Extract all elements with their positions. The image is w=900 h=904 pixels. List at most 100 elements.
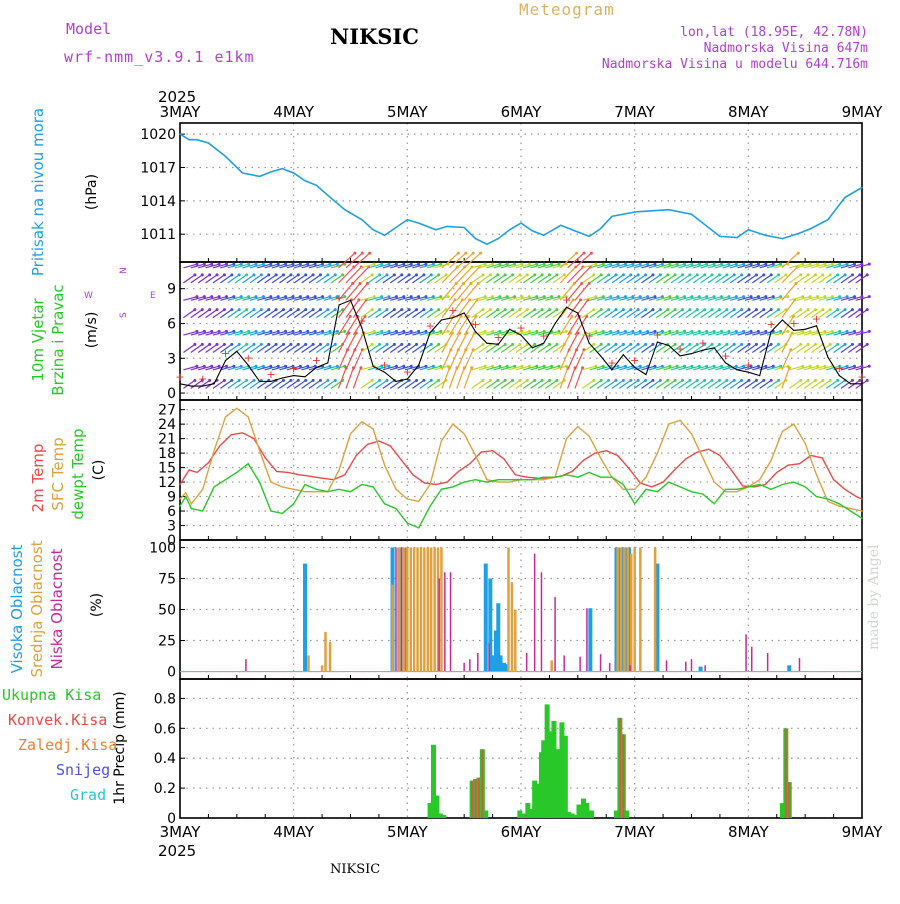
cloud-bar bbox=[400, 547, 403, 672]
wind-arrow-head bbox=[564, 295, 568, 299]
wind-arrow-head bbox=[621, 273, 625, 277]
temp2m-line-point bbox=[832, 479, 835, 481]
pressure-line-point bbox=[196, 139, 198, 141]
cloud-bar bbox=[599, 654, 602, 672]
pressure-line-point bbox=[702, 222, 704, 224]
wind-arrow bbox=[198, 296, 212, 301]
gust-marker: + bbox=[698, 337, 707, 350]
wind-arrow bbox=[308, 263, 323, 269]
wind-arrow-head bbox=[289, 342, 293, 346]
pressure-line-point bbox=[690, 213, 693, 215]
gust-marker: + bbox=[198, 373, 207, 386]
wind-arrow-head bbox=[276, 329, 280, 333]
wind-arrow bbox=[685, 263, 700, 269]
wind-arrow bbox=[751, 274, 765, 284]
sfc-temp-line-point bbox=[668, 423, 670, 425]
elevation-text: Nadmorska Visina 647m bbox=[703, 41, 868, 56]
wind-arrow-head bbox=[488, 308, 492, 312]
wind-arrow-head bbox=[505, 295, 509, 299]
wind-arrow-head bbox=[335, 262, 339, 266]
wind-arrow-head bbox=[779, 329, 783, 333]
wind-arrow-head bbox=[747, 308, 751, 312]
wind-arrow-head bbox=[326, 273, 330, 277]
wind-arrow-head bbox=[267, 342, 271, 346]
wind-arrow-head bbox=[673, 378, 677, 382]
wind-arrow bbox=[478, 365, 493, 371]
wind-arrow bbox=[522, 309, 536, 319]
wind-arrow bbox=[715, 330, 730, 336]
wind-arrow bbox=[744, 343, 757, 353]
wind-arrow-head bbox=[417, 295, 421, 299]
temp2m-line-point bbox=[446, 481, 448, 483]
wind-arrow-head bbox=[816, 364, 820, 368]
wind-arrow bbox=[788, 309, 802, 319]
cloud-bar bbox=[633, 547, 636, 672]
wind-arrow-head bbox=[230, 378, 234, 382]
wind-speed-line-point bbox=[736, 369, 738, 371]
sfc-temp-line-point bbox=[185, 492, 187, 494]
wind-arrow-head bbox=[335, 295, 339, 299]
pressure-line-point bbox=[651, 210, 653, 212]
temp2m-line-point bbox=[861, 498, 863, 500]
wind-arrow bbox=[700, 309, 713, 319]
wind-arrow bbox=[700, 296, 715, 301]
sfc-temp-line-point bbox=[861, 510, 863, 512]
wind-arrow bbox=[626, 365, 641, 371]
gust-marker: + bbox=[539, 330, 548, 343]
wind-arrow bbox=[545, 296, 560, 301]
wind-arrow bbox=[715, 263, 730, 269]
dewpt-line-point bbox=[577, 476, 579, 478]
precip-legend-item: Grad bbox=[70, 786, 106, 804]
wind-arrow-head bbox=[764, 295, 768, 299]
dewpt-line-point bbox=[281, 512, 283, 515]
wind-arrow-head bbox=[771, 295, 775, 299]
wind-arrow-head bbox=[424, 329, 428, 333]
sfc-temp-line-point bbox=[850, 508, 852, 510]
wind-arrow bbox=[242, 296, 257, 301]
gust-marker: + bbox=[221, 347, 230, 360]
wind-arrow-head bbox=[217, 295, 221, 299]
wind-arrow bbox=[338, 283, 354, 301]
cloud-bar bbox=[653, 547, 657, 672]
wind-arrow-head bbox=[431, 295, 435, 299]
wind-arrow-head bbox=[658, 273, 662, 277]
wind-arrow bbox=[441, 299, 456, 319]
precip-bar bbox=[541, 740, 547, 818]
wind-arrow bbox=[611, 274, 624, 284]
wind-arrow-head bbox=[850, 273, 854, 277]
wind-arrow-head bbox=[505, 364, 509, 368]
wind-arrow-head bbox=[343, 295, 347, 299]
wind-speed-line-point bbox=[713, 347, 715, 349]
wind-arrow bbox=[434, 343, 447, 353]
wind-arrow bbox=[803, 263, 818, 269]
x-tick-label-top: 7MAY bbox=[614, 103, 656, 121]
wind-arrow-head bbox=[210, 329, 214, 333]
wind-arrow-head bbox=[734, 262, 738, 266]
wind-arrow-head bbox=[483, 329, 487, 333]
wind-arrow-head bbox=[437, 273, 441, 277]
wind-arrow-head bbox=[808, 364, 812, 368]
cloud-bar bbox=[554, 597, 556, 672]
wind-arrow bbox=[545, 379, 558, 389]
wind-arrow bbox=[456, 367, 465, 389]
wind-arrow-head bbox=[754, 378, 758, 382]
cloud-bar bbox=[507, 547, 510, 672]
wind-speed-line-point bbox=[486, 342, 488, 344]
wind-speed-line-point bbox=[599, 355, 602, 357]
pressure-line-point bbox=[315, 184, 317, 186]
wind-arrow bbox=[574, 349, 585, 371]
wind-arrow-head bbox=[845, 329, 849, 333]
wind-arrow bbox=[670, 296, 685, 301]
wind-arrow bbox=[220, 263, 235, 269]
wind-arrow bbox=[537, 343, 550, 353]
wind-arrow-head bbox=[400, 308, 404, 312]
wind-arrow bbox=[323, 365, 338, 371]
wind-arrow-head bbox=[865, 342, 869, 346]
pressure-line-point bbox=[224, 155, 227, 157]
cloud-bar bbox=[616, 547, 619, 672]
sfc-temp-line-point bbox=[543, 479, 545, 481]
wind-arrow-head bbox=[431, 364, 435, 368]
wind-arrow bbox=[382, 263, 397, 269]
y-tick-label: 0 bbox=[167, 811, 176, 827]
wind-speed-line-point bbox=[565, 306, 568, 308]
